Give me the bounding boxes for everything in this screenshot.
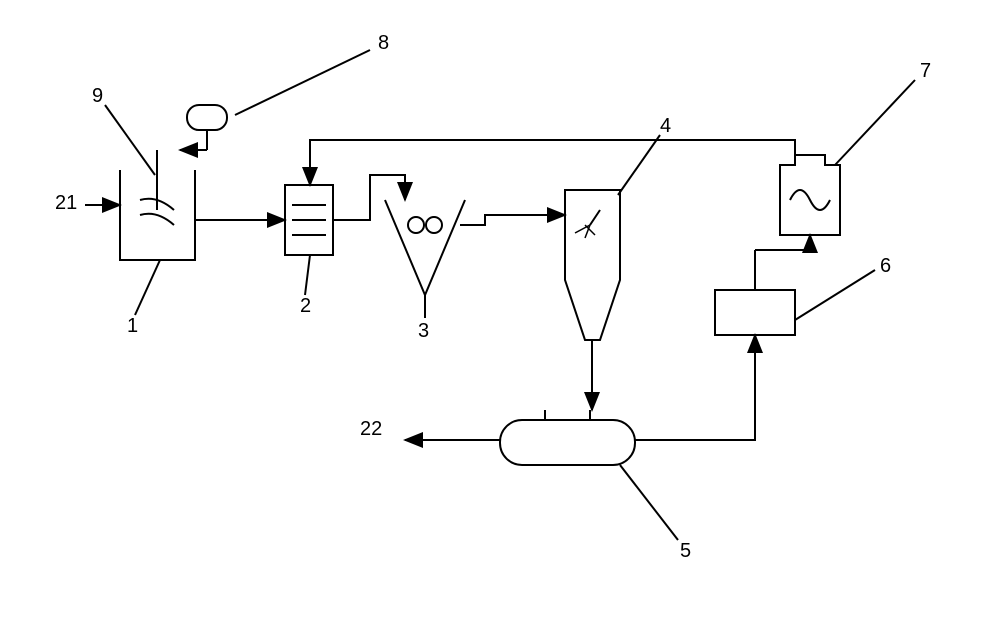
heater-box-node <box>285 185 333 255</box>
leader-line <box>235 50 370 115</box>
rect-box-node <box>715 290 795 335</box>
label-3: 3 <box>418 320 429 343</box>
v-shape-node <box>385 200 465 295</box>
label-9: 9 <box>92 85 103 108</box>
leader-line <box>105 105 155 175</box>
leader-line <box>620 465 678 540</box>
horizontal-vessel-node <box>500 410 635 465</box>
label-2: 2 <box>300 295 311 318</box>
leader-line <box>305 255 310 295</box>
leader-line <box>135 260 160 315</box>
label-4: 4 <box>660 115 671 138</box>
tank-stirrer-node <box>120 150 195 260</box>
flow-arrow <box>460 215 565 225</box>
leader-line <box>835 80 915 165</box>
label-7: 7 <box>920 60 931 83</box>
cyclone-node <box>565 190 620 340</box>
label-8: 8 <box>378 32 389 55</box>
process-diagram <box>0 0 1000 629</box>
label-22: 22 <box>360 418 382 441</box>
leader-line <box>618 135 660 195</box>
recycle-arrow <box>310 140 795 185</box>
label-5: 5 <box>680 540 691 563</box>
label-6: 6 <box>880 255 891 278</box>
label-1: 1 <box>127 315 138 338</box>
flow-arrow <box>333 175 405 220</box>
flow-arrow <box>635 335 755 440</box>
condenser-node <box>780 155 840 235</box>
leader-line <box>795 270 875 320</box>
label-21: 21 <box>55 192 77 215</box>
small-vessel-node <box>180 105 227 150</box>
